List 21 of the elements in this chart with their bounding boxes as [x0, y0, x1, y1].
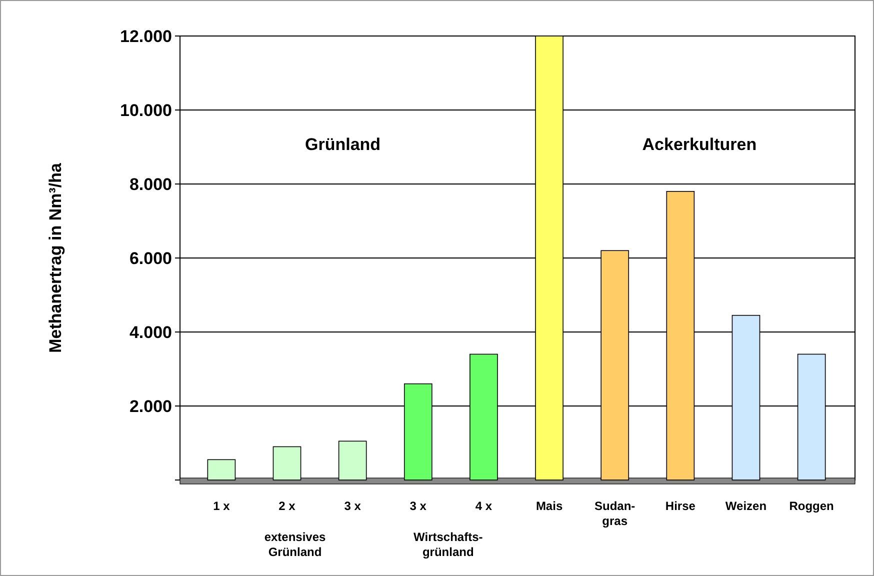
- x-tick-label: 3 x: [344, 499, 362, 513]
- x-tick-label: Sudan- gras: [594, 499, 636, 528]
- annotation: Ackerkulturen: [642, 135, 757, 154]
- x-tick-label: Weizen: [725, 499, 767, 513]
- y-tick-label: 8.000: [129, 175, 172, 194]
- text: extensives Grünland: [264, 530, 326, 559]
- y-tick-label: 2.000: [129, 397, 172, 416]
- y-tick-label: 10.000: [120, 101, 172, 120]
- x-tick-label: Roggen: [789, 499, 834, 513]
- x-tick-label: 3 x: [410, 499, 427, 513]
- y-tick-label: 12.000: [120, 27, 172, 46]
- x-tick-label: 2 x: [278, 499, 296, 513]
- x-tick-label: 1 x: [213, 499, 230, 513]
- x-tick-label: Mais: [536, 499, 563, 513]
- text: Wirtschafts- grünland: [414, 530, 483, 559]
- y-tick-label: 6.000: [129, 249, 172, 268]
- y-axis-title: Methanertrag in Nm³/ha: [46, 162, 65, 353]
- annotation: Grünland: [305, 135, 381, 154]
- y-tick-label: 4.000: [129, 323, 172, 342]
- x-tick-label: 4 x: [475, 499, 492, 513]
- x-tick-label: Hirse: [665, 499, 696, 513]
